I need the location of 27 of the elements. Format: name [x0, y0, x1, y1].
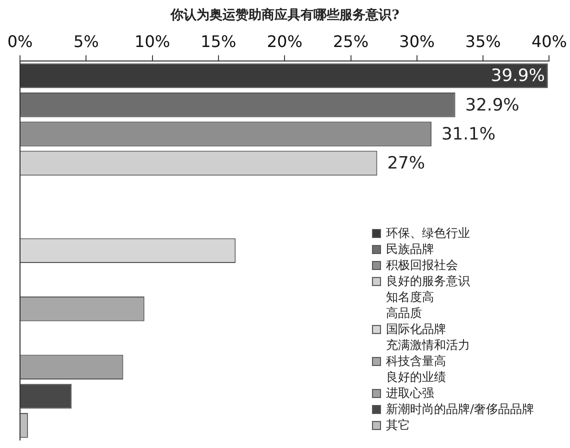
legend-label: 进取心强	[386, 384, 434, 402]
data-label: 39.9%	[490, 66, 545, 86]
legend-label: 环保、绿色行业	[386, 224, 470, 242]
x-tick-label: 5%	[73, 32, 99, 51]
legend-label: 新潮时尚的品牌/奢侈品品牌	[386, 400, 534, 418]
legend-label: 其它	[386, 416, 410, 434]
data-label: 31.1%	[441, 124, 496, 144]
legend-label: 良好的服务意识	[386, 272, 470, 290]
x-tick-label: 40%	[531, 32, 567, 51]
data-label: 27%	[387, 154, 426, 174]
x-tick-label: 30%	[399, 32, 435, 51]
x-tick-label: 10%	[134, 32, 170, 51]
x-tick-label: 15%	[200, 32, 236, 51]
x-tick-label: 25%	[332, 32, 369, 51]
text: 高品质	[386, 304, 422, 322]
text: 知名度高	[386, 288, 434, 306]
legend-label: 民族品牌	[386, 240, 434, 258]
data-label: 32.9%	[465, 95, 520, 116]
text: 充满激情和活力	[386, 336, 470, 354]
x-tick-label: 20%	[266, 32, 302, 51]
legend-label: 国际化品牌	[386, 320, 446, 338]
legend-label: 科技含量高	[386, 352, 446, 370]
x-tick-label: 35%	[465, 32, 501, 51]
legend-label: 积极回报社会	[386, 256, 458, 274]
text: 良好的业绩	[386, 368, 446, 386]
x-tick-label: 0%	[7, 32, 33, 51]
chart-title: 你认为奥运赞助商应具有哪些服务意识?	[169, 6, 400, 24]
